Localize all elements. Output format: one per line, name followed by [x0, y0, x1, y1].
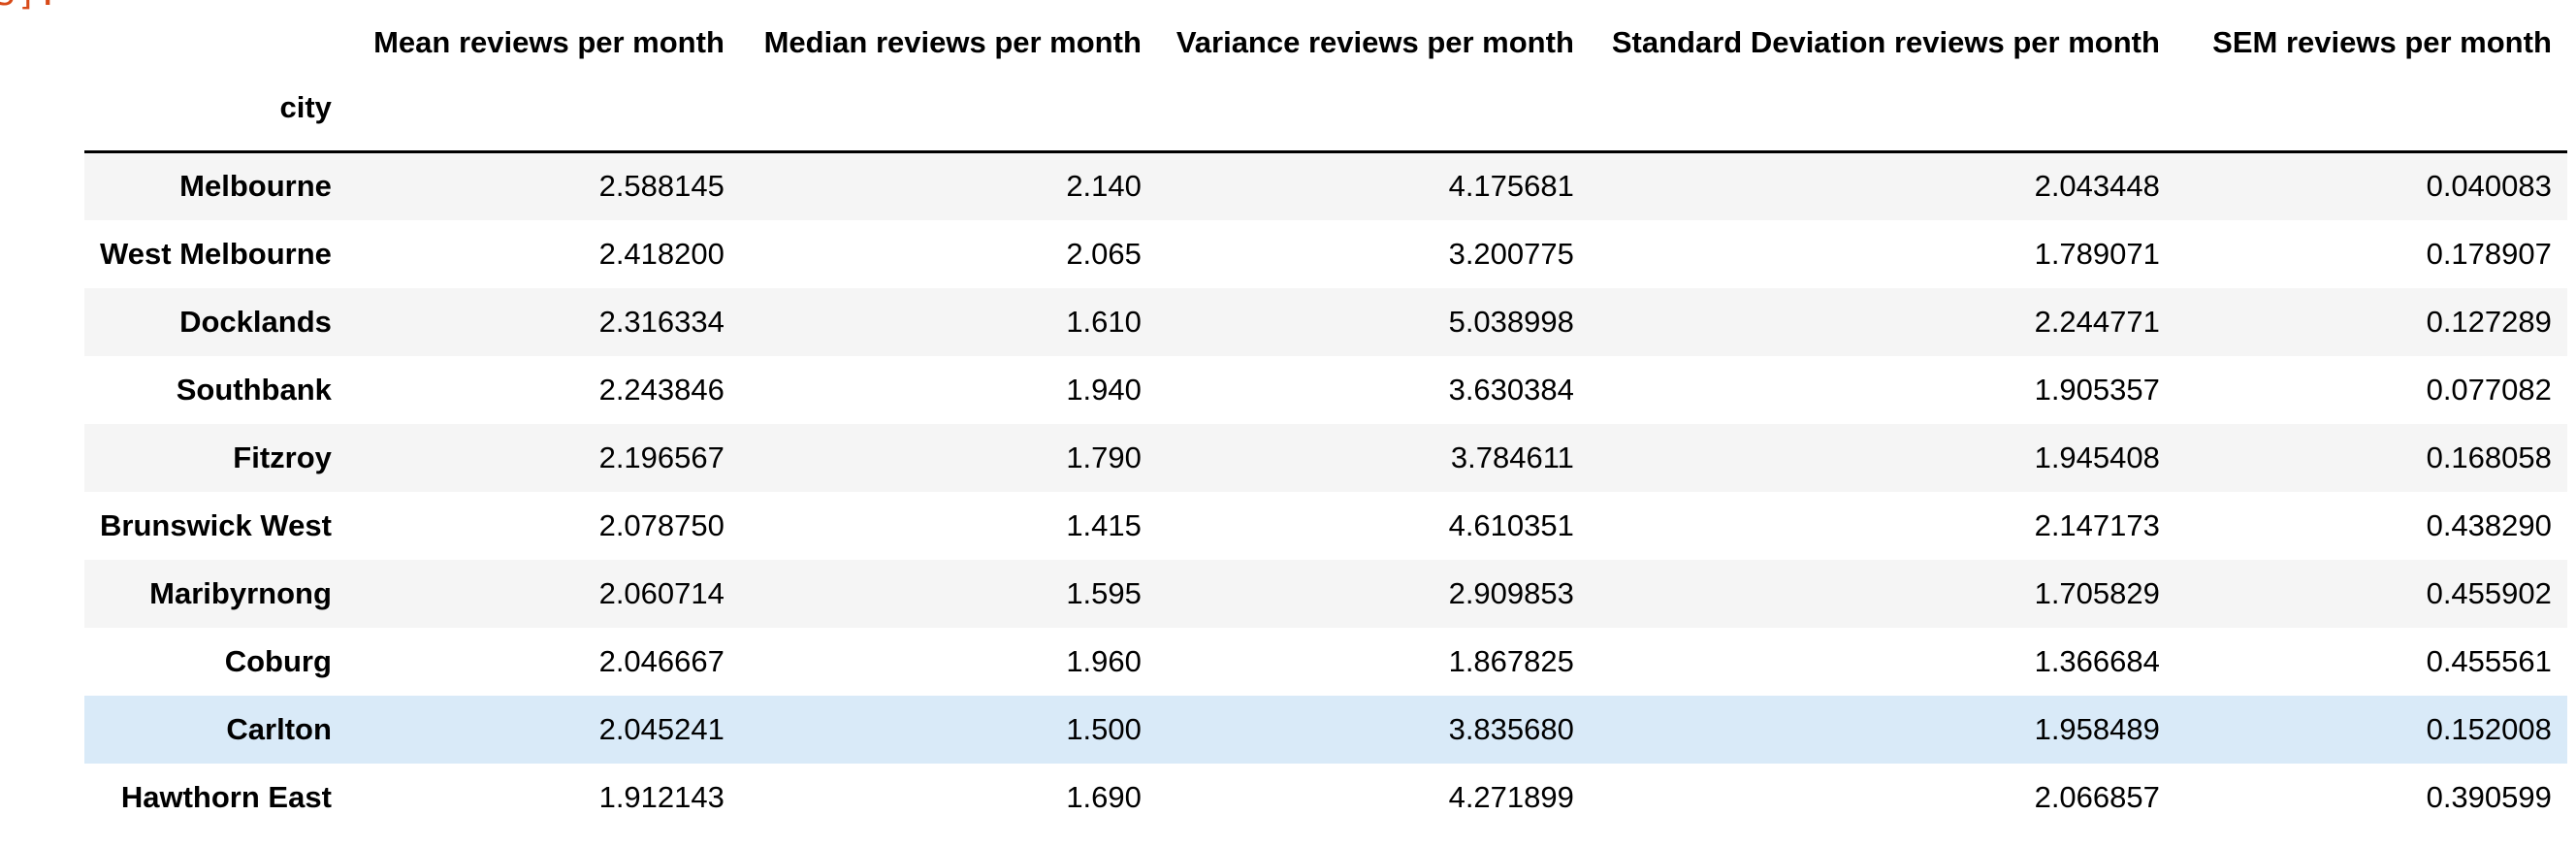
table-cell: 2.909853: [1448, 575, 1574, 610]
row-index-label: Fitzroy: [233, 440, 332, 474]
table-cell: 1.958489: [2034, 711, 2160, 746]
table-cell: 0.040083: [2426, 169, 2552, 204]
index-name-row: city: [84, 84, 2567, 153]
table-row: Brunswick West 2.078750 1.415 4.610351 2.147…: [84, 491, 2567, 560]
table-cell: 0.077082: [2426, 372, 2552, 407]
table-cell: 2.140: [1066, 169, 1142, 204]
table-cell: 0.152008: [2426, 711, 2552, 746]
row-index-label: West Melbourne: [100, 236, 332, 271]
table-cell: 0.455902: [2426, 575, 2552, 610]
header-corner: [84, 0, 347, 84]
table-cell: 4.610351: [1448, 507, 1574, 542]
column-header-row: Mean reviews per month Median reviews pe…: [84, 0, 2567, 84]
table-cell: 2.316334: [598, 304, 724, 339]
table-cell: 1.705829: [2034, 575, 2160, 610]
row-index-label: Coburg: [224, 643, 332, 678]
column-header-sem: SEM reviews per month: [2212, 24, 2552, 59]
table-row: Southbank 2.243846 1.940 3.630384 1.905357 0.…: [84, 355, 2567, 424]
table-cell: 1.867825: [1448, 643, 1574, 678]
column-header-variance: Variance reviews per month: [1175, 24, 1574, 59]
table-cell: 1.912143: [598, 779, 724, 814]
cell-output-prompt: 5]:: [0, 0, 58, 14]
table-cell: 2.418200: [598, 236, 724, 271]
table-cell: 0.178907: [2426, 236, 2552, 271]
table-row: Carlton 2.045241 1.500 3.835680 1.958489 0.15…: [84, 695, 2567, 764]
row-index-label: Carlton: [226, 711, 332, 746]
table-cell: 0.168058: [2426, 440, 2552, 474]
column-header-std: Standard Deviation reviews per month: [1611, 24, 2160, 59]
table-cell: 0.127289: [2426, 304, 2552, 339]
row-index-label: Southbank: [176, 372, 332, 407]
table-cell: 1.945408: [2034, 440, 2160, 474]
table-body: Melbourne 2.588145 2.140 4.175681 2.043448 0.…: [84, 151, 2567, 832]
table-row: Coburg 2.046667 1.960 1.867825 1.366684 0.455…: [84, 627, 2567, 696]
table-cell: 2.043448: [2034, 169, 2160, 204]
table-cell: 3.200775: [1448, 236, 1574, 271]
table-cell: 2.147173: [2034, 507, 2160, 542]
row-index-label: Brunswick West: [100, 507, 332, 542]
table-cell: 4.271899: [1448, 779, 1574, 814]
table-cell: 2.060714: [598, 575, 724, 610]
column-header-median: Median reviews per month: [763, 24, 1142, 59]
table-cell: 1.905357: [2034, 372, 2160, 407]
table-cell: 1.940: [1066, 372, 1142, 407]
row-index-label: Melbourne: [179, 169, 332, 204]
table-row: Fitzroy 2.196567 1.790 3.784611 1.945408 0.16…: [84, 423, 2567, 492]
table-cell: 2.065: [1066, 236, 1142, 271]
table-cell: 2.078750: [598, 507, 724, 542]
table-cell: 0.455561: [2426, 643, 2552, 678]
dataframe-table: Mean reviews per month Median reviews pe…: [84, 0, 2567, 832]
table-cell: 2.244771: [2034, 304, 2160, 339]
table-cell: 2.243846: [598, 372, 724, 407]
table-cell: 3.835680: [1448, 711, 1574, 746]
table-cell: 4.175681: [1448, 169, 1574, 204]
table-cell: 0.390599: [2426, 779, 2552, 814]
table-cell: 3.784611: [1450, 440, 1574, 474]
table-cell: 2.045241: [598, 711, 724, 746]
table-cell: 5.038998: [1448, 304, 1574, 339]
table-cell: 2.066857: [2034, 779, 2160, 814]
table-cell: 1.690: [1066, 779, 1142, 814]
table-cell: 1.960: [1066, 643, 1142, 678]
table-row: Melbourne 2.588145 2.140 4.175681 2.043448 0.…: [84, 151, 2567, 220]
table-row: Maribyrnong 2.060714 1.595 2.909853 1.705829…: [84, 559, 2567, 628]
table-cell: 1.366684: [2034, 643, 2160, 678]
row-index-label: Maribyrnong: [149, 575, 332, 610]
index-name: city: [84, 84, 347, 153]
table-cell: 1.789071: [2034, 236, 2160, 271]
row-index-label: Hawthorn East: [120, 779, 332, 814]
table-cell: 3.630384: [1448, 372, 1574, 407]
row-index-label: Docklands: [179, 304, 332, 339]
table-row: Docklands 2.316334 1.610 5.038998 2.244771 0.…: [84, 287, 2567, 356]
table-row: Hawthorn East 1.912143 1.690 4.271899 2.0668…: [84, 763, 2567, 832]
table-cell: 2.196567: [598, 440, 724, 474]
table-cell: 2.588145: [598, 169, 724, 204]
table-cell: 2.046667: [598, 643, 724, 678]
table-cell: 1.610: [1066, 304, 1142, 339]
table-cell: 1.595: [1066, 575, 1142, 610]
table-row: West Melbourne 2.418200 2.065 3.200775 1.789…: [84, 219, 2567, 288]
column-header-mean: Mean reviews per month: [373, 24, 724, 59]
table-cell: 0.438290: [2426, 507, 2552, 542]
table-cell: 1.415: [1066, 507, 1142, 542]
table-cell: 1.500: [1066, 711, 1142, 746]
table-cell: 1.790: [1066, 440, 1142, 474]
